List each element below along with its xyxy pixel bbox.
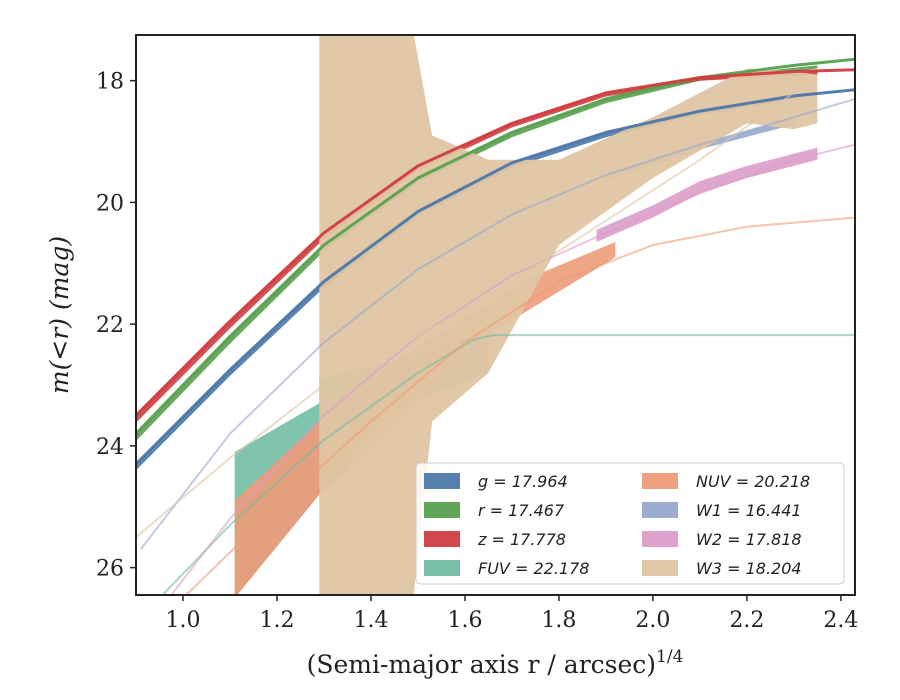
band-z [136, 71, 818, 423]
x-tick-label: 1.2 [259, 608, 294, 633]
legend-swatch-fuv [424, 560, 460, 576]
legend-label-fuv: FUV = 22.178 [478, 559, 589, 578]
legend-swatch-nuv [642, 473, 678, 489]
x-axis-label: (Semi-major axis r / arcsec)1/4 [307, 647, 684, 679]
line-w3 [136, 91, 795, 538]
x-axis-label-main: (Semi-major axis r / arcsec) [307, 650, 656, 679]
line-nuv [184, 216, 855, 595]
legend-swatch-w1 [642, 502, 678, 518]
legend-label-r: r = 17.467 [478, 501, 565, 520]
line-z [136, 68, 855, 417]
x-tick-label: 1.4 [353, 608, 388, 633]
line-g [136, 88, 855, 466]
y-axis-label: m(<r) (mag) [45, 236, 74, 394]
model-lines [136, 57, 855, 595]
legend-swatch-z [424, 531, 460, 547]
legend-label-w3: W3 = 18.204 [696, 559, 802, 578]
x-tick-label: 2.4 [823, 608, 858, 633]
line-w2 [170, 143, 855, 595]
y-tick-label: 26 [96, 557, 124, 582]
legend-swatch-w2 [642, 531, 678, 547]
legend-swatch-g [424, 473, 460, 489]
y-tick-label: 18 [96, 70, 124, 95]
legend-box [415, 462, 845, 585]
legend-label-nuv: NUV = 20.218 [696, 472, 810, 491]
y-tick-label: 20 [96, 191, 124, 216]
legend-label-w2: W2 = 17.818 [696, 530, 802, 549]
legend-label-z: z = 17.778 [477, 530, 566, 549]
legend-label-w1: W1 = 16.441 [696, 501, 802, 520]
y-tick-label: 22 [96, 313, 124, 338]
legend: g = 17.964 r = 17.467 z = 17.778 FUV = 22.1… [415, 462, 845, 585]
line-fuv [161, 334, 855, 595]
x-axis-label-exponent: 1/4 [656, 647, 683, 667]
legend-swatch-r [424, 502, 460, 518]
x-tick-label: 1.6 [447, 608, 482, 633]
x-tick-label: 2.0 [635, 608, 670, 633]
legend-swatch-w3 [642, 560, 678, 576]
plot-frame [135, 34, 856, 596]
x-axis: 1.0 1.2 1.4 1.6 1.8 2.0 2.2 2.4 [165, 595, 858, 633]
line-w1 [139, 97, 855, 550]
x-tick-label: 1.8 [541, 608, 576, 633]
y-tick-label: 24 [96, 435, 124, 460]
legend-label-g: g = 17.964 [478, 472, 568, 491]
band-w3 [319, 35, 818, 595]
x-tick-label: 2.2 [729, 608, 764, 633]
y-axis: 18 20 22 24 26 [96, 70, 136, 582]
line-r [136, 57, 855, 435]
x-tick-label: 1.0 [165, 608, 200, 633]
band-nuv [234, 242, 616, 595]
